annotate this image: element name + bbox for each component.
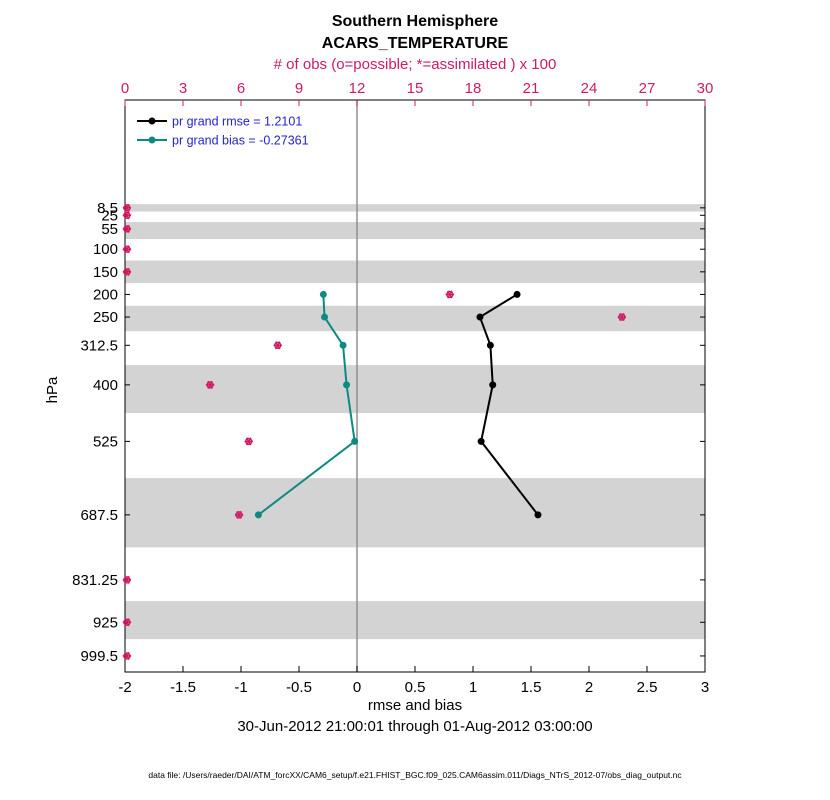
x-tick-label: 2 <box>585 679 593 696</box>
shaded-band <box>125 365 705 414</box>
y-tick-label: 525 <box>93 433 118 450</box>
obs-assimilated-marker <box>124 224 130 233</box>
legend-rmse-sample-marker <box>148 117 156 125</box>
x-tick-label: 1 <box>469 679 477 696</box>
obs-assimilated-marker <box>236 510 242 519</box>
obs-tick-label: 12 <box>349 80 366 97</box>
obs-assimilated-marker <box>124 618 130 627</box>
series-point-pr-grand-rmse <box>534 511 542 519</box>
obs-assimilated-marker <box>207 380 213 389</box>
series-point-pr-grand-rmse <box>476 313 484 321</box>
legend: pr grand rmse = 1.2101 pr grand bias = -… <box>137 115 309 148</box>
obs-assimilated-marker <box>619 313 625 322</box>
obs-tick-label: 3 <box>179 80 187 97</box>
series-point-pr-grand-bias <box>321 313 329 321</box>
y-tick-label: 687.5 <box>80 507 118 524</box>
y-tick-label: 250 <box>93 309 118 326</box>
series-point-pr-grand-bias <box>254 511 262 519</box>
chart-layer: -2 -1.5 -1 -0.5 0 0.5 1 1.5 2 2.5 30 3 6 9 12 15 18 21 24 2… <box>72 80 713 696</box>
obs-tick-label: 24 <box>581 80 598 97</box>
obs-assimilated-marker <box>245 437 252 446</box>
shaded-band <box>125 222 705 240</box>
y-tick-label: 200 <box>93 286 118 303</box>
x-tick-label: -1.5 <box>170 679 196 696</box>
obs-assimilated-marker <box>124 245 130 254</box>
obs-tick-label: 6 <box>237 80 245 97</box>
x-tick-label: 1.5 <box>521 679 542 696</box>
x-tick-label: 0.5 <box>405 679 426 696</box>
x-tick-label: 2.5 <box>637 679 658 696</box>
series-point-pr-grand-bias <box>339 341 347 349</box>
obs-tick-label: 27 <box>639 80 656 97</box>
obs-assimilated-marker <box>274 341 281 350</box>
obs-tick-label: 0 <box>121 80 129 97</box>
y-tick-label: 925 <box>93 614 118 631</box>
obs-tick-label: 15 <box>407 80 424 97</box>
series-point-pr-grand-bias <box>351 437 359 445</box>
y-axis-label: hPa <box>44 376 61 403</box>
series-point-pr-grand-bias <box>343 381 351 389</box>
series-point-pr-grand-bias <box>319 290 327 298</box>
title-line-1: Southern Hemisphere <box>332 13 498 30</box>
obs-assimilated-marker <box>124 651 130 660</box>
date-range-subtitle: 30-Jun-2012 21:00:01 through 01-Aug-2012… <box>237 718 592 735</box>
series-line-pr-grand-rmse <box>478 293 539 516</box>
shaded-band <box>125 601 705 640</box>
obs-assimilated-marker <box>124 211 130 220</box>
x-tick-label: 0 <box>353 679 361 696</box>
y-tick-label: 55 <box>101 221 118 238</box>
y-tick-label: 400 <box>93 377 118 394</box>
y-tick-label: 831.25 <box>72 572 118 589</box>
obs-assimilated-marker <box>124 575 130 584</box>
shaded-band <box>125 204 705 212</box>
series-point-pr-grand-rmse <box>489 381 497 389</box>
data-file-path: data file: /Users/raeder/DAI/ATM_forcXX/… <box>148 770 682 780</box>
x-tick-label: 3 <box>701 679 709 696</box>
series-point-pr-grand-rmse <box>486 341 494 349</box>
obs-tick-label: 21 <box>523 80 540 97</box>
shaded-band <box>125 260 705 284</box>
title-line-2: ACARS_TEMPERATURE <box>322 35 509 52</box>
y-tick-label: 150 <box>93 264 118 281</box>
legend-bias-label: pr grand bias = -0.27361 <box>172 134 309 148</box>
y-tick-label: 25 <box>101 207 118 224</box>
y-tick-label: 100 <box>93 241 118 258</box>
x-tick-label: -0.5 <box>286 679 312 696</box>
obs-axis-label: # of obs (o=possible; *=assimilated ) x … <box>274 56 557 73</box>
shaded-band <box>125 305 705 332</box>
obs-assimilated-marker <box>124 267 130 276</box>
y-tick-label: 999.5 <box>80 648 118 665</box>
obs-tick-label: 30 <box>697 80 714 97</box>
shaded-band <box>125 478 705 548</box>
obs-assimilated-marker <box>124 203 130 212</box>
obs-tick-label: 18 <box>465 80 482 97</box>
obs-tick-label: 9 <box>295 80 303 97</box>
legend-rmse-label: pr grand rmse = 1.2101 <box>172 115 302 129</box>
series-line-pr-grand-bias <box>257 294 356 516</box>
x-axis-label: rmse and bias <box>368 697 462 714</box>
legend-bias-sample-marker <box>148 136 156 144</box>
obs-assimilated-marker <box>447 290 453 299</box>
y-tick-label: 312.5 <box>80 337 118 354</box>
series-point-pr-grand-rmse <box>477 437 485 445</box>
y-tick-label: 8.5 <box>97 200 118 217</box>
x-tick-label: -2 <box>118 679 131 696</box>
series-point-pr-grand-rmse <box>513 290 521 298</box>
x-tick-label: -1 <box>234 679 247 696</box>
